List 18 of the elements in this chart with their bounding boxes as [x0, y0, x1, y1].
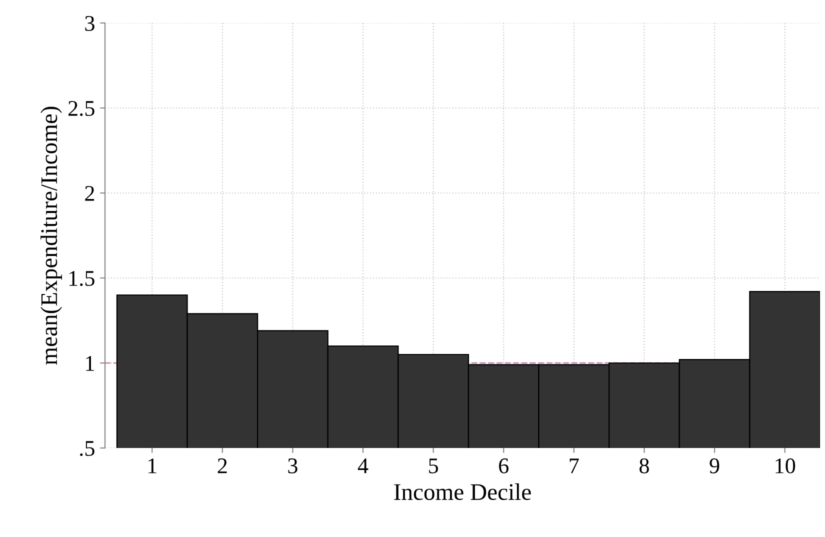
x-tick-label: 4	[358, 458, 368, 474]
x-tick-label: 10	[776, 458, 796, 474]
x-axis-title: Income Decile	[394, 483, 531, 500]
y-tick-label: 3	[85, 16, 94, 31]
x-tick-label: 9	[710, 458, 720, 474]
y-tick-label: .5	[80, 441, 94, 456]
x-tick-label: 6	[499, 458, 509, 474]
x-tick-label: 1	[148, 458, 156, 474]
y-tick-label: 2	[85, 186, 94, 201]
x-tick-label: 5	[429, 458, 438, 474]
x-tick-label: 7	[570, 458, 579, 474]
x-tick-label: 8	[640, 458, 649, 474]
x-tick-label: 2	[218, 458, 227, 474]
y-tick-label: 2.5	[68, 100, 94, 116]
y-tick-label: 1.5	[69, 271, 94, 286]
y-tick-label: 1	[86, 356, 94, 371]
x-tick-label: 3	[288, 458, 298, 474]
y-axis-title: mean(Expenditure/Income)	[40, 106, 62, 365]
